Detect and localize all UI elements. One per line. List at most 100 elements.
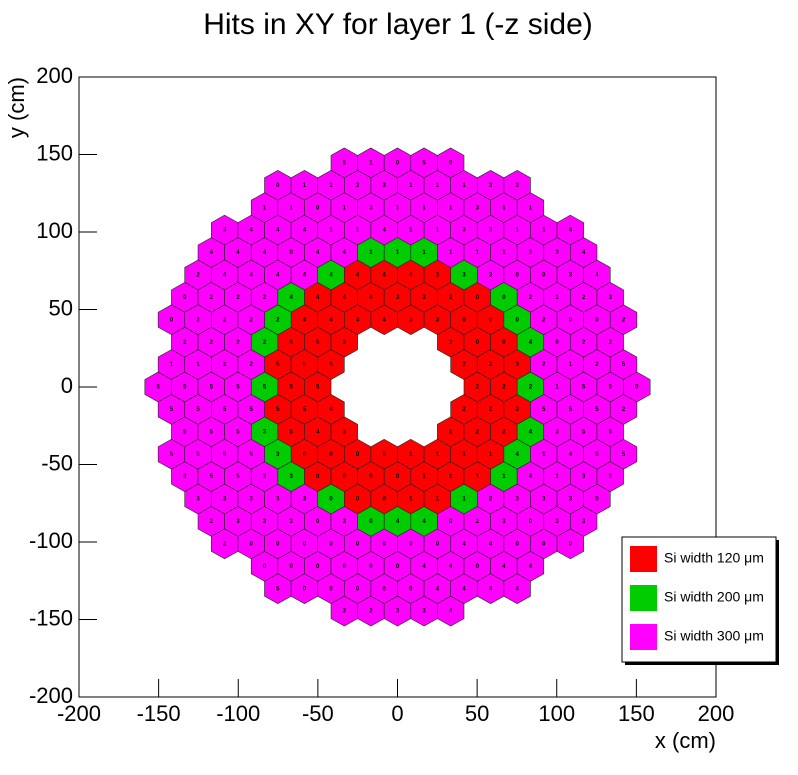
wafer-label: 0: [250, 541, 254, 547]
wafer-label: 4: [276, 228, 280, 234]
wafer-label: 0: [343, 564, 347, 570]
wafer-label: 3: [489, 183, 493, 189]
wafer-label: 5: [289, 429, 293, 435]
wafer-label: 1: [422, 205, 426, 211]
x-tick-label: 50: [465, 701, 489, 726]
wafer-label: 1: [502, 474, 506, 480]
wafer-label: 4: [436, 586, 440, 592]
wafer-label: 4: [569, 452, 573, 458]
wafer-label: 0: [502, 340, 506, 346]
wafer-label: 1: [329, 228, 333, 234]
wafer-label: 1: [422, 474, 426, 480]
wafer-label: 1: [263, 205, 267, 211]
wafer-label: 1: [462, 497, 466, 503]
wafer-label: 4: [449, 609, 453, 615]
wafer-label: 0: [329, 586, 333, 592]
wafer-label: 0: [436, 541, 440, 547]
wafer-label: 4: [383, 317, 387, 323]
wafer-label: 1: [303, 183, 307, 189]
wafer-label: 5: [622, 362, 626, 368]
wafer-label: 4: [595, 273, 599, 279]
wafer-label: 5: [289, 340, 293, 346]
wafer-label: 4: [462, 586, 466, 592]
wafer-label: 4: [489, 541, 493, 547]
wafer-label: 1: [436, 228, 440, 234]
wafer-label: 0: [635, 385, 639, 391]
wafer-label: 1: [436, 452, 440, 458]
wafer-label: 0: [516, 541, 520, 547]
wafer-label: 3: [582, 519, 586, 525]
wafer-label: 3: [609, 295, 613, 301]
wafer-label: 5: [569, 407, 573, 413]
wafer-label: 3: [183, 474, 187, 480]
wafer-label: 5: [210, 385, 214, 391]
wafer-label: 0: [316, 474, 320, 480]
wafer-label: 5: [276, 362, 280, 368]
wafer-label: 5: [223, 407, 227, 413]
wafer-label: 3: [476, 205, 480, 211]
wafer-label: 5: [210, 474, 214, 480]
wafer-label: 1: [369, 160, 373, 166]
wafer-label: 5: [236, 429, 240, 435]
wafer-label: 5: [196, 407, 200, 413]
wafer-label: 5: [609, 429, 613, 435]
legend: Si width 120 μm Si width 200 μm Si width 3…: [621, 536, 779, 665]
wafer-label: 5: [316, 340, 320, 346]
wafer-label: 0: [356, 541, 360, 547]
legend-label: Si width 300 μm: [664, 628, 764, 644]
y-tick-label: 0: [61, 373, 73, 398]
wafer-label: 2: [263, 340, 267, 346]
wafer-label: 4: [489, 586, 493, 592]
wafer-label: 0: [476, 340, 480, 346]
wafer-label: 5: [595, 452, 599, 458]
wafer: [290, 259, 319, 291]
x-tick-label: 200: [698, 701, 735, 726]
wafer-label: 1: [449, 429, 453, 435]
wafer-label: 0: [462, 317, 466, 323]
wafer-label: 0: [183, 295, 187, 301]
wafer-label: 3: [356, 183, 360, 189]
wafer-label: 5: [170, 407, 174, 413]
wafer-label: 0: [303, 541, 307, 547]
x-axis-title: x (cm): [655, 728, 716, 753]
wafer-label: 4: [289, 295, 293, 301]
wafer-label: 3: [236, 519, 240, 525]
wafer-label: 0: [369, 564, 373, 570]
wafer-label: 2: [223, 362, 227, 368]
wafer-label: 5: [170, 452, 174, 458]
wafer-label: 5: [609, 385, 613, 391]
wafer-label: 1: [196, 362, 200, 368]
wafer: [330, 237, 358, 268]
wafer-label: 5: [343, 160, 347, 166]
wafer-label: 5: [250, 407, 254, 413]
y-tick-label: -200: [29, 683, 73, 708]
wafer-label: 2: [489, 497, 493, 503]
wafer-label: 0: [316, 564, 320, 570]
wafer-label: 0: [449, 160, 453, 166]
wafer-label: 4: [356, 317, 360, 323]
wafer-label: 0: [569, 541, 573, 547]
wafer-label: 2: [369, 609, 373, 615]
wafer-label: 1: [449, 474, 453, 480]
wafer-label: 1: [396, 205, 400, 211]
wafer-label: 4: [449, 564, 453, 570]
wafer-label: 5: [542, 407, 546, 413]
wafer-label: 1: [502, 205, 506, 211]
wafer-label: 5: [276, 586, 280, 592]
wafer-label: 4: [276, 273, 280, 279]
wafer-label: 0: [396, 564, 400, 570]
wafer-label: 3: [489, 273, 493, 279]
wafer: [437, 595, 465, 627]
wafer-label: 3: [409, 317, 413, 323]
wafer-label: 3: [303, 497, 307, 503]
wafer-label: 2: [236, 295, 240, 301]
wafer-label: 5: [303, 362, 307, 368]
wafer-label: 2: [476, 429, 480, 435]
wafer-label: 3: [250, 497, 254, 503]
plot-area: 4 4 4 3 4 4 4 3 3 2 0 4 4 4 4 3 3 0 0 5 5 3 3 0 0 5 5 5 2 2 3 5 5 2 2 5 5 4 2 2…: [144, 147, 651, 627]
wafer: [556, 528, 584, 560]
wafer-label: 2: [489, 407, 493, 413]
chart-title: Hits in XY for layer 1 (-z side): [203, 8, 593, 41]
wafer-label: 1: [555, 385, 559, 391]
legend-label: Si width 120 μm: [664, 550, 764, 566]
